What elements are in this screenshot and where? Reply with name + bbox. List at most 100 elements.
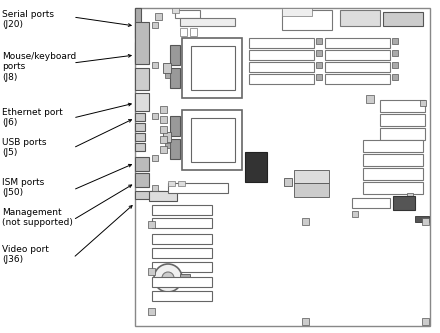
Circle shape (162, 272, 174, 284)
Bar (422, 218, 429, 225)
Bar (393, 196, 415, 210)
Bar (135, 93, 149, 111)
Bar (182, 110, 242, 170)
Bar (380, 114, 425, 126)
Bar (148, 308, 155, 315)
Bar (316, 74, 322, 80)
Bar (302, 318, 309, 325)
Text: Mouse/keyboard
ports
(J8): Mouse/keyboard ports (J8) (2, 52, 76, 82)
Bar (407, 193, 413, 199)
Bar (152, 185, 158, 191)
Bar (170, 68, 180, 88)
Bar (366, 95, 374, 103)
Bar (165, 73, 170, 78)
Bar (363, 140, 423, 152)
Bar (249, 38, 314, 48)
Bar (135, 42, 141, 62)
Bar (325, 38, 390, 48)
Bar (152, 113, 158, 119)
Bar (135, 157, 149, 171)
Bar (316, 50, 322, 56)
Bar (148, 221, 155, 228)
Bar (249, 74, 314, 84)
Bar (168, 181, 175, 186)
Bar (152, 277, 212, 287)
Bar (152, 248, 212, 258)
Bar (282, 8, 312, 16)
Bar (135, 133, 145, 141)
Bar (352, 211, 358, 217)
Bar (180, 28, 187, 36)
Bar (170, 116, 180, 136)
Bar (325, 74, 390, 84)
Bar (383, 12, 423, 26)
Bar (163, 63, 171, 73)
Bar (392, 74, 398, 80)
Bar (135, 8, 430, 326)
Bar (392, 62, 398, 68)
Bar (172, 8, 179, 13)
Bar (135, 123, 145, 131)
Bar (135, 143, 145, 151)
Bar (149, 191, 177, 201)
Bar (190, 28, 197, 36)
Bar (316, 38, 322, 44)
Bar (191, 118, 235, 162)
Bar (340, 10, 380, 26)
Bar (165, 143, 170, 148)
Bar (178, 181, 185, 186)
Bar (316, 62, 322, 68)
Bar (160, 146, 167, 153)
Bar (380, 128, 425, 140)
Bar (135, 113, 145, 121)
Text: USB ports
(J5): USB ports (J5) (2, 138, 47, 158)
Bar (363, 182, 423, 194)
Circle shape (154, 264, 182, 292)
Bar (160, 126, 167, 133)
Bar (152, 205, 212, 215)
Bar (325, 50, 390, 60)
Bar (152, 234, 212, 244)
Bar (325, 62, 390, 72)
Text: Serial ports
(J20): Serial ports (J20) (2, 10, 54, 29)
Bar (163, 132, 171, 142)
Bar (152, 62, 158, 68)
Bar (152, 218, 212, 228)
Text: Ethernet port
(J6): Ethernet port (J6) (2, 108, 63, 128)
Bar (392, 38, 398, 44)
Bar (170, 45, 180, 65)
Bar (135, 68, 149, 90)
Bar (152, 22, 158, 28)
Bar (160, 106, 167, 113)
Bar (294, 170, 329, 183)
Bar (160, 136, 167, 143)
Bar (152, 262, 212, 272)
Bar (249, 50, 314, 60)
Bar (294, 183, 329, 197)
Bar (420, 100, 426, 106)
Bar (284, 178, 292, 186)
Bar (135, 22, 149, 64)
Bar (363, 154, 423, 166)
Bar (180, 274, 190, 280)
Bar (170, 139, 180, 159)
Bar (155, 13, 162, 20)
Text: Video port
(J36): Video port (J36) (2, 245, 49, 264)
Bar (135, 8, 141, 38)
Bar (168, 183, 228, 193)
Text: ISM ports
(J50): ISM ports (J50) (2, 178, 44, 197)
Bar (415, 216, 429, 222)
Bar (180, 18, 235, 26)
Bar (245, 152, 267, 182)
Bar (191, 46, 235, 90)
Bar (135, 191, 165, 199)
Bar (249, 62, 314, 72)
Bar (282, 10, 332, 30)
Bar (392, 50, 398, 56)
Bar (152, 291, 212, 301)
Bar (182, 38, 242, 98)
Bar (352, 198, 390, 208)
Bar (135, 173, 149, 187)
Bar (363, 168, 423, 180)
Bar (175, 10, 200, 18)
